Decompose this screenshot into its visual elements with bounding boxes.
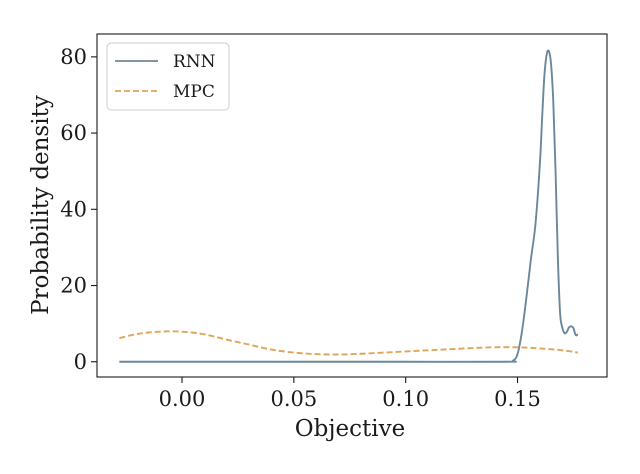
legend-box — [106, 42, 230, 111]
y-tick-label: 40 — [60, 197, 87, 221]
legend: RNN MPC — [106, 42, 230, 111]
legend-label-rnn: RNN — [173, 52, 216, 72]
legend-label-mpc: MPC — [173, 82, 215, 102]
x-axis-ticks: 0.00 0.05 0.10 0.15 — [159, 377, 541, 411]
x-axis-label: Objective — [295, 416, 405, 442]
x-tick-label: 0.05 — [270, 387, 317, 411]
y-tick-label: 0 — [74, 350, 87, 374]
series-line-mpc — [119, 330, 579, 356]
x-tick-label: 0.15 — [494, 387, 541, 411]
x-tick-label: 0.10 — [382, 387, 429, 411]
y-tick-label: 60 — [60, 121, 87, 145]
y-tick-label: 20 — [60, 274, 87, 298]
series-layer — [119, 49, 579, 363]
y-axis-label: Probability density — [28, 95, 54, 315]
x-tick-label: 0.00 — [159, 387, 206, 411]
series-line-rnn — [119, 49, 579, 363]
y-tick-label: 80 — [60, 45, 87, 69]
plot-frame — [96, 33, 608, 378]
y-axis-ticks: 0 20 40 60 80 — [60, 45, 97, 374]
